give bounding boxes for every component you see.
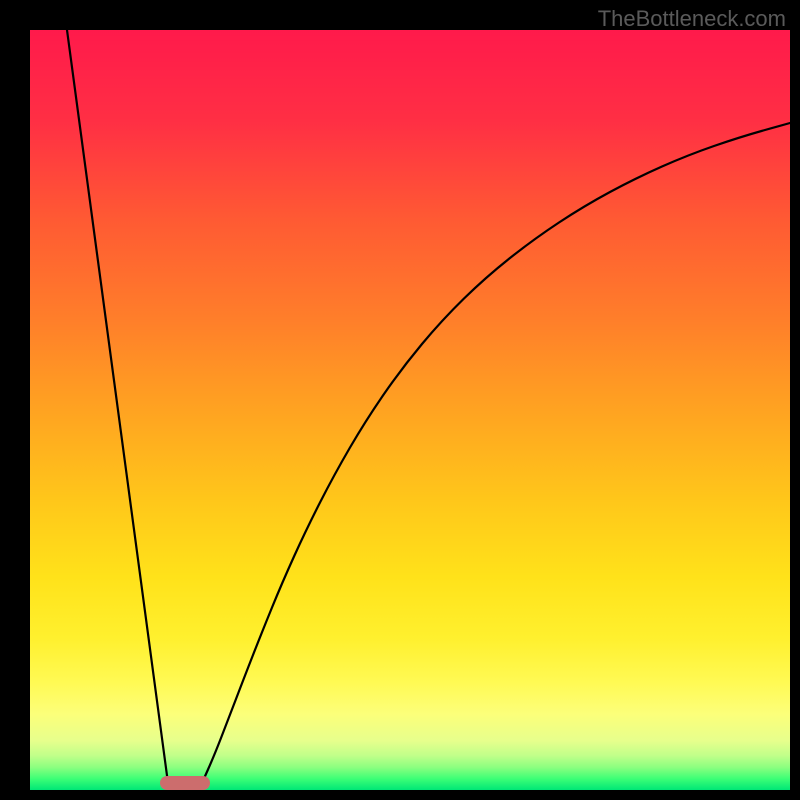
chart-root: TheBottleneck.com xyxy=(0,0,800,800)
optimal-point-marker xyxy=(160,776,210,790)
plot-background-gradient xyxy=(30,30,790,790)
bottleneck-chart-svg xyxy=(0,0,800,800)
watermark-text: TheBottleneck.com xyxy=(598,6,786,32)
